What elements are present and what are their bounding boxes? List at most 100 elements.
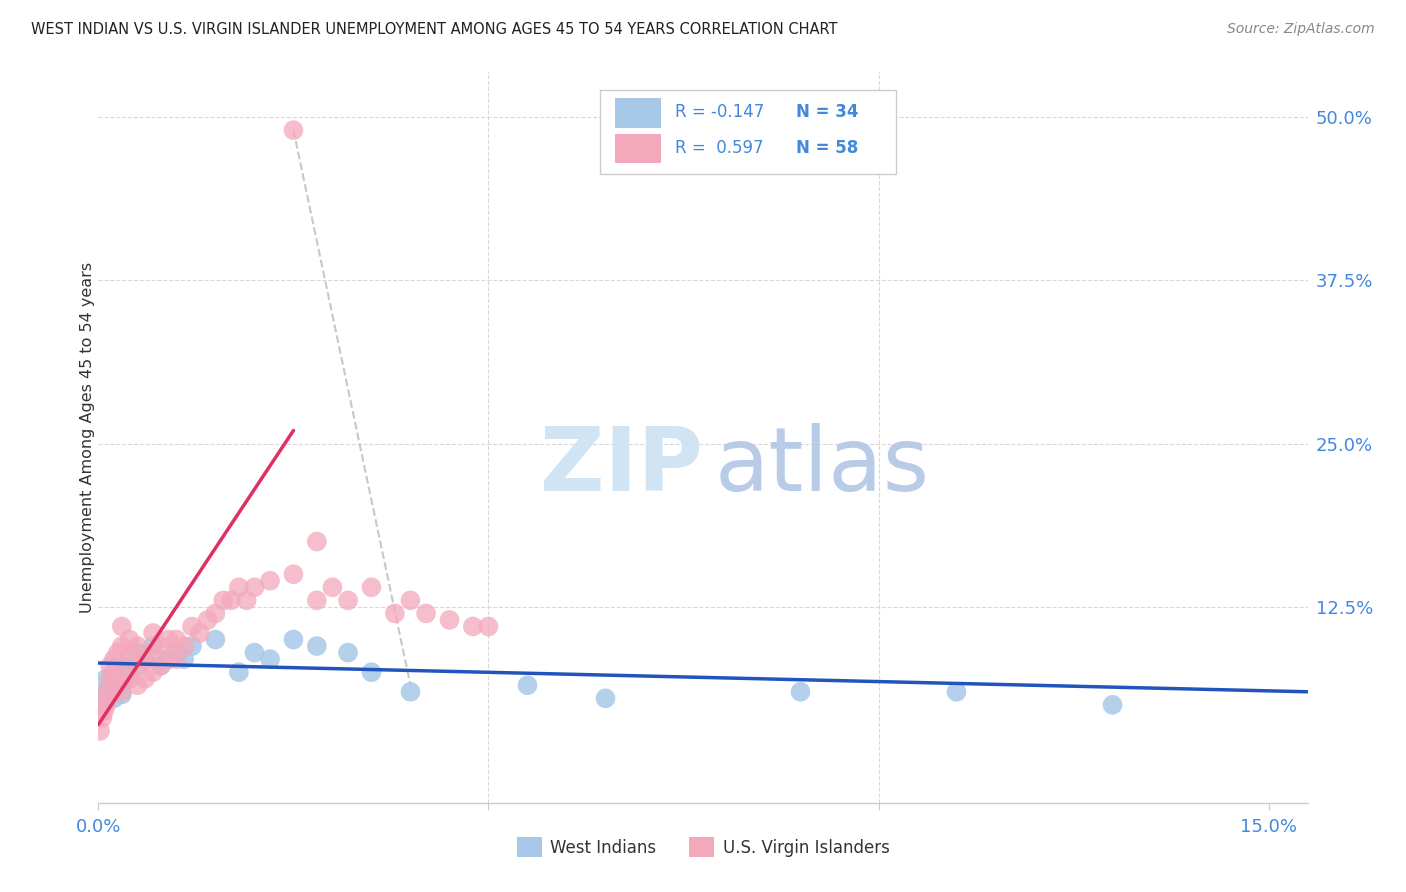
Point	[91, 691, 114, 706]
Point	[103, 652, 125, 666]
Point	[259, 574, 281, 588]
Point	[321, 580, 343, 594]
Point	[103, 678, 125, 692]
Point	[439, 613, 461, 627]
Point	[157, 652, 180, 666]
Point	[127, 658, 149, 673]
FancyBboxPatch shape	[600, 90, 897, 174]
Y-axis label: Unemployment Among Ages 45 to 54 years: Unemployment Among Ages 45 to 54 years	[80, 261, 94, 613]
Point	[173, 652, 195, 666]
Text: WEST INDIAN VS U.S. VIRGIN ISLANDER UNEMPLOYMENT AMONG AGES 45 TO 54 YEARS CORRE: WEST INDIAN VS U.S. VIRGIN ISLANDER UNEM…	[31, 22, 838, 37]
Point	[305, 534, 328, 549]
Point	[595, 691, 617, 706]
Point	[111, 672, 134, 686]
Point	[142, 626, 165, 640]
Point	[111, 685, 134, 699]
Point	[204, 632, 226, 647]
Point	[337, 646, 360, 660]
Point	[103, 665, 125, 680]
Point	[98, 672, 121, 686]
Point	[127, 646, 149, 660]
Point	[93, 705, 115, 719]
Point	[103, 665, 125, 680]
Point	[149, 639, 172, 653]
Point	[142, 646, 165, 660]
Point	[118, 646, 141, 660]
Text: R =  0.597: R = 0.597	[675, 139, 763, 157]
Point	[98, 658, 121, 673]
Point	[111, 658, 134, 673]
Point	[1101, 698, 1123, 712]
Point	[789, 685, 811, 699]
Point	[165, 632, 187, 647]
Point	[142, 665, 165, 680]
Point	[157, 632, 180, 647]
Point	[127, 639, 149, 653]
Text: R = -0.147: R = -0.147	[675, 103, 765, 120]
Point	[173, 639, 195, 653]
Point	[360, 665, 382, 680]
Text: Source: ZipAtlas.com: Source: ZipAtlas.com	[1227, 22, 1375, 37]
Point	[165, 646, 187, 660]
Point	[98, 678, 121, 692]
Point	[96, 698, 118, 712]
Point	[111, 687, 134, 701]
Point	[945, 685, 967, 699]
Point	[157, 652, 180, 666]
Point	[149, 658, 172, 673]
Point	[181, 619, 204, 633]
Point	[235, 593, 257, 607]
Point	[111, 639, 134, 653]
Point	[134, 672, 156, 686]
Point	[107, 672, 129, 686]
Point	[305, 593, 328, 607]
Point	[204, 607, 226, 621]
Point	[181, 639, 204, 653]
Text: N = 34: N = 34	[796, 103, 859, 120]
Point	[107, 646, 129, 660]
Point	[134, 652, 156, 666]
Point	[118, 632, 141, 647]
Bar	[614, 98, 661, 128]
Point	[305, 639, 328, 653]
Point	[103, 691, 125, 706]
Point	[149, 658, 172, 673]
Point	[477, 619, 499, 633]
Point	[134, 652, 156, 666]
Point	[243, 580, 266, 594]
Point	[96, 685, 118, 699]
Point	[243, 646, 266, 660]
Point	[118, 665, 141, 680]
Point	[96, 685, 118, 699]
Point	[219, 593, 242, 607]
Point	[259, 652, 281, 666]
Point	[142, 639, 165, 653]
Point	[96, 672, 118, 686]
Point	[111, 678, 134, 692]
Point	[89, 723, 111, 738]
Point	[516, 678, 538, 692]
Bar	[614, 134, 661, 163]
Point	[97, 691, 120, 706]
Point	[165, 652, 187, 666]
Point	[228, 665, 250, 680]
Point	[188, 626, 211, 640]
Point	[399, 685, 422, 699]
Point	[283, 567, 305, 582]
Point	[283, 123, 305, 137]
Text: ZIP: ZIP	[540, 423, 703, 510]
Text: atlas: atlas	[716, 423, 931, 510]
Point	[118, 658, 141, 673]
Text: N = 58: N = 58	[796, 139, 858, 157]
Point	[360, 580, 382, 594]
Point	[91, 711, 114, 725]
Point	[118, 672, 141, 686]
Point	[228, 580, 250, 594]
Point	[283, 632, 305, 647]
Point	[384, 607, 406, 621]
Point	[111, 619, 134, 633]
Legend: West Indians, U.S. Virgin Islanders: West Indians, U.S. Virgin Islanders	[510, 830, 896, 864]
Point	[103, 678, 125, 692]
Point	[197, 613, 219, 627]
Point	[127, 678, 149, 692]
